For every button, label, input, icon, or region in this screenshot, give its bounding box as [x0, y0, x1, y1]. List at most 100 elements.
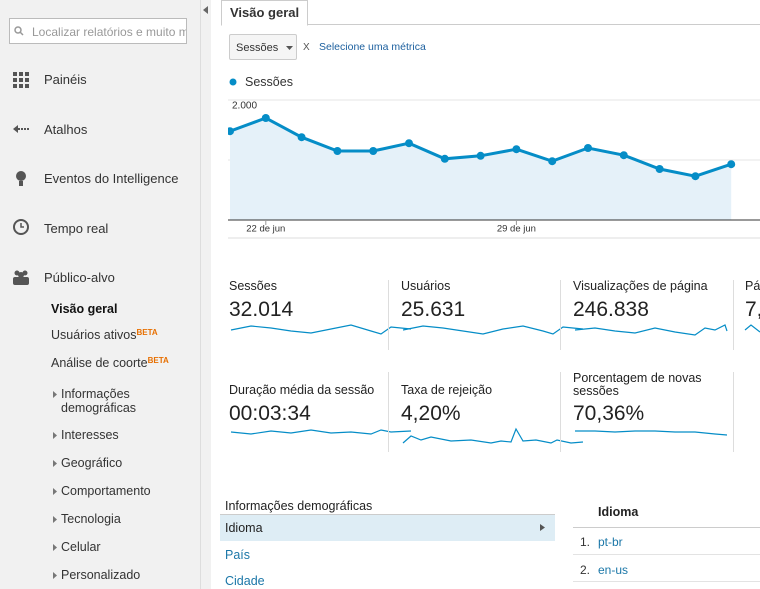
subnav-label: Celular	[61, 540, 101, 554]
subnav-label: Visão geral	[51, 302, 118, 316]
subnav-item[interactable]: Tecnologia	[61, 512, 171, 526]
divider	[733, 280, 734, 350]
legend-label: Sessões	[245, 75, 293, 89]
subnav-item[interactable]: Usuários ativosBETA	[51, 328, 191, 342]
point	[584, 144, 592, 152]
icon-clock	[13, 219, 29, 235]
subnav-label: Comportamento	[61, 484, 151, 498]
metric-value: 246.838	[573, 298, 649, 321]
badge: BETA	[147, 356, 169, 365]
sparkline	[402, 325, 584, 335]
dropdown-arrow	[286, 46, 293, 50]
point	[655, 165, 664, 173]
point	[512, 145, 521, 154]
metric-value: 4,20%	[401, 402, 461, 425]
metric-label: Visualizações de página	[573, 279, 708, 293]
search-box[interactable]: Localizar relatórios e muito mais	[9, 18, 187, 44]
table-header: Idioma	[598, 505, 639, 519]
row-arrow	[540, 524, 545, 531]
metric-label: Porcentagem de novas sessões	[573, 371, 702, 398]
metric-label: Sessões	[229, 279, 277, 293]
point	[476, 151, 485, 160]
rule	[220, 514, 555, 515]
subnav-label: Informações demográficas	[61, 387, 137, 415]
divider	[388, 372, 389, 452]
point	[619, 151, 628, 160]
divider	[560, 372, 561, 452]
divider	[560, 280, 561, 350]
sparkline	[574, 324, 728, 336]
nav-item[interactable]: Painéis	[44, 72, 87, 87]
sparklines	[230, 324, 760, 444]
point	[228, 127, 234, 136]
expand-arrow	[53, 432, 57, 439]
nav-item[interactable]: Eventos do Intelligence	[44, 171, 179, 186]
badge: BETA	[136, 328, 158, 337]
search-icon	[14, 26, 24, 36]
subnav-item[interactable]: Informações demográficas	[61, 387, 171, 415]
row-rank: 2.	[580, 563, 591, 577]
icon-bulb	[16, 171, 26, 186]
sparkline	[402, 427, 584, 444]
metric-label: Duração média da sessão	[229, 383, 375, 397]
subnav-item[interactable]: Interesses	[61, 428, 171, 442]
expand-arrow	[53, 488, 57, 495]
subnav-label: Interesses	[61, 428, 119, 442]
icon-shortcut	[13, 125, 29, 133]
nav-item[interactable]: Atalhos	[44, 122, 88, 137]
collapse-strip[interactable]	[200, 0, 212, 589]
point	[369, 147, 378, 155]
arrow	[53, 572, 57, 579]
sparkline	[744, 324, 760, 333]
expand-arrow	[53, 572, 57, 579]
subnav-item[interactable]: Visão geral	[51, 302, 191, 316]
point	[440, 154, 449, 163]
metric-value: 00:03:34	[229, 402, 311, 425]
row-rank: 1.	[580, 535, 591, 549]
subnav-item[interactable]: Personalizado	[61, 568, 171, 582]
arrow	[53, 488, 57, 495]
rule	[573, 554, 760, 555]
point	[405, 139, 413, 148]
icon-people	[13, 270, 29, 285]
expand-arrow	[53, 460, 57, 467]
row-label[interactable]: pt-br	[598, 535, 623, 549]
dropdown-label: Sessões	[236, 42, 279, 54]
demo-item[interactable]: País	[225, 548, 251, 562]
subnav-label: Usuários ativos	[51, 328, 137, 342]
subnav-item[interactable]: Geográfico	[61, 456, 171, 470]
subnav-item[interactable]: Celular	[61, 540, 171, 554]
subnav-item[interactable]: Análise de coorteBETA	[51, 356, 191, 370]
arrow	[53, 544, 57, 551]
select-metric[interactable]: Selecione uma métrica	[319, 41, 426, 53]
x-tick-label: 29 de jun	[497, 224, 536, 235]
rule	[573, 581, 760, 582]
subnav-label: Análise de coorte	[51, 356, 148, 370]
arrow	[53, 391, 57, 398]
collapse-arrow	[203, 6, 208, 14]
demo-item[interactable]: Cidade	[225, 574, 265, 588]
demo-item[interactable]: Idioma	[225, 521, 263, 535]
separator: X	[303, 42, 310, 53]
tab[interactable]: Visão geral	[221, 0, 309, 26]
tab-bar	[221, 0, 760, 25]
metric-dropdown[interactable]: Sessões	[229, 34, 297, 60]
subnav-item[interactable]: Comportamento	[61, 484, 171, 498]
legend-swatch	[229, 78, 237, 86]
rule	[573, 527, 760, 528]
arrow	[53, 516, 57, 523]
main: Visão geral Sessões X Selecione uma métr…	[211, 0, 760, 589]
metric-label: Usuários	[401, 279, 451, 293]
icon-grid	[13, 72, 29, 88]
sparkline	[575, 430, 728, 436]
subnav-label: Geográfico	[61, 456, 123, 470]
nav-item[interactable]: Tempo real	[44, 221, 109, 236]
metric-label: Pá	[745, 279, 760, 293]
row-label[interactable]: en-us	[598, 563, 629, 577]
divider	[733, 372, 734, 452]
point	[297, 133, 306, 142]
nav-item[interactable]: Público-alvo	[44, 270, 115, 285]
expand-arrow	[53, 391, 57, 398]
